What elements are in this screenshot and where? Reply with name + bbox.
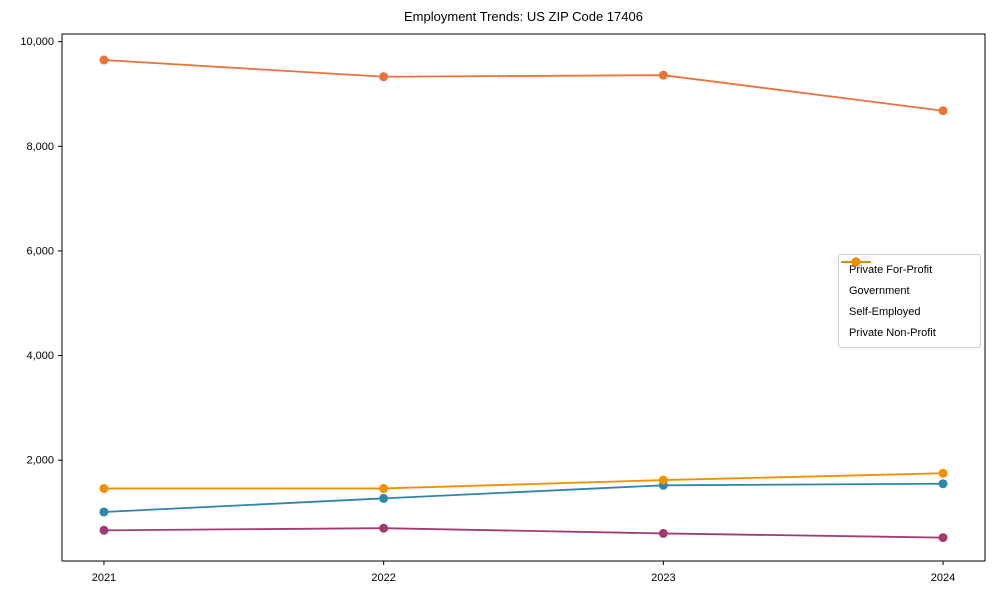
- legend-dot-icon: [851, 257, 861, 267]
- data-point-marker: [379, 493, 389, 503]
- data-point-marker: [379, 523, 389, 533]
- legend: Private For-Profit Government Self-Employe…: [838, 254, 981, 348]
- data-point-marker: [379, 72, 389, 82]
- series-line: [103, 527, 944, 539]
- data-point-marker: [658, 475, 668, 485]
- legend-label: Private Non-Profit: [849, 326, 936, 339]
- legend-item: Government: [841, 257, 974, 301]
- data-point-marker: [658, 70, 668, 80]
- y-tick-label: 6,000: [26, 245, 54, 257]
- x-tick-label: 2023: [651, 572, 675, 584]
- legend-label: Government: [849, 284, 910, 297]
- x-tick-label: 2024: [931, 572, 955, 584]
- y-tick-label: 10,000: [20, 36, 54, 48]
- data-point-marker: [938, 468, 948, 478]
- legend-item: Private Non-Profit: [841, 257, 974, 343]
- chart-title: Employment Trends: US ZIP Code 17406: [404, 9, 643, 24]
- y-tick-label: 8,000: [26, 141, 54, 153]
- legend-label: Self-Employed: [849, 305, 921, 318]
- axes-spines: [61, 33, 986, 562]
- series-line: [103, 59, 944, 112]
- legend-marker-icon: [841, 257, 871, 267]
- data-point-marker: [938, 479, 948, 489]
- data-point-marker: [99, 525, 109, 535]
- data-point-marker: [938, 533, 948, 543]
- x-tick-label: 2021: [92, 572, 116, 584]
- y-tick-label: 2,000: [26, 455, 54, 467]
- data-point-marker: [379, 483, 389, 493]
- data-point-marker: [938, 106, 948, 116]
- legend-label: Private For-Profit: [849, 263, 933, 276]
- data-point-marker: [99, 55, 109, 65]
- data-point-marker: [99, 483, 109, 493]
- series-line: [103, 482, 944, 513]
- x-tick-label: 2022: [371, 572, 395, 584]
- legend-item: Self-Employed: [841, 257, 974, 322]
- y-tick-label: 4,000: [26, 350, 54, 362]
- data-point-marker: [99, 507, 109, 517]
- data-point-marker: [658, 528, 668, 538]
- series-line: [103, 472, 944, 490]
